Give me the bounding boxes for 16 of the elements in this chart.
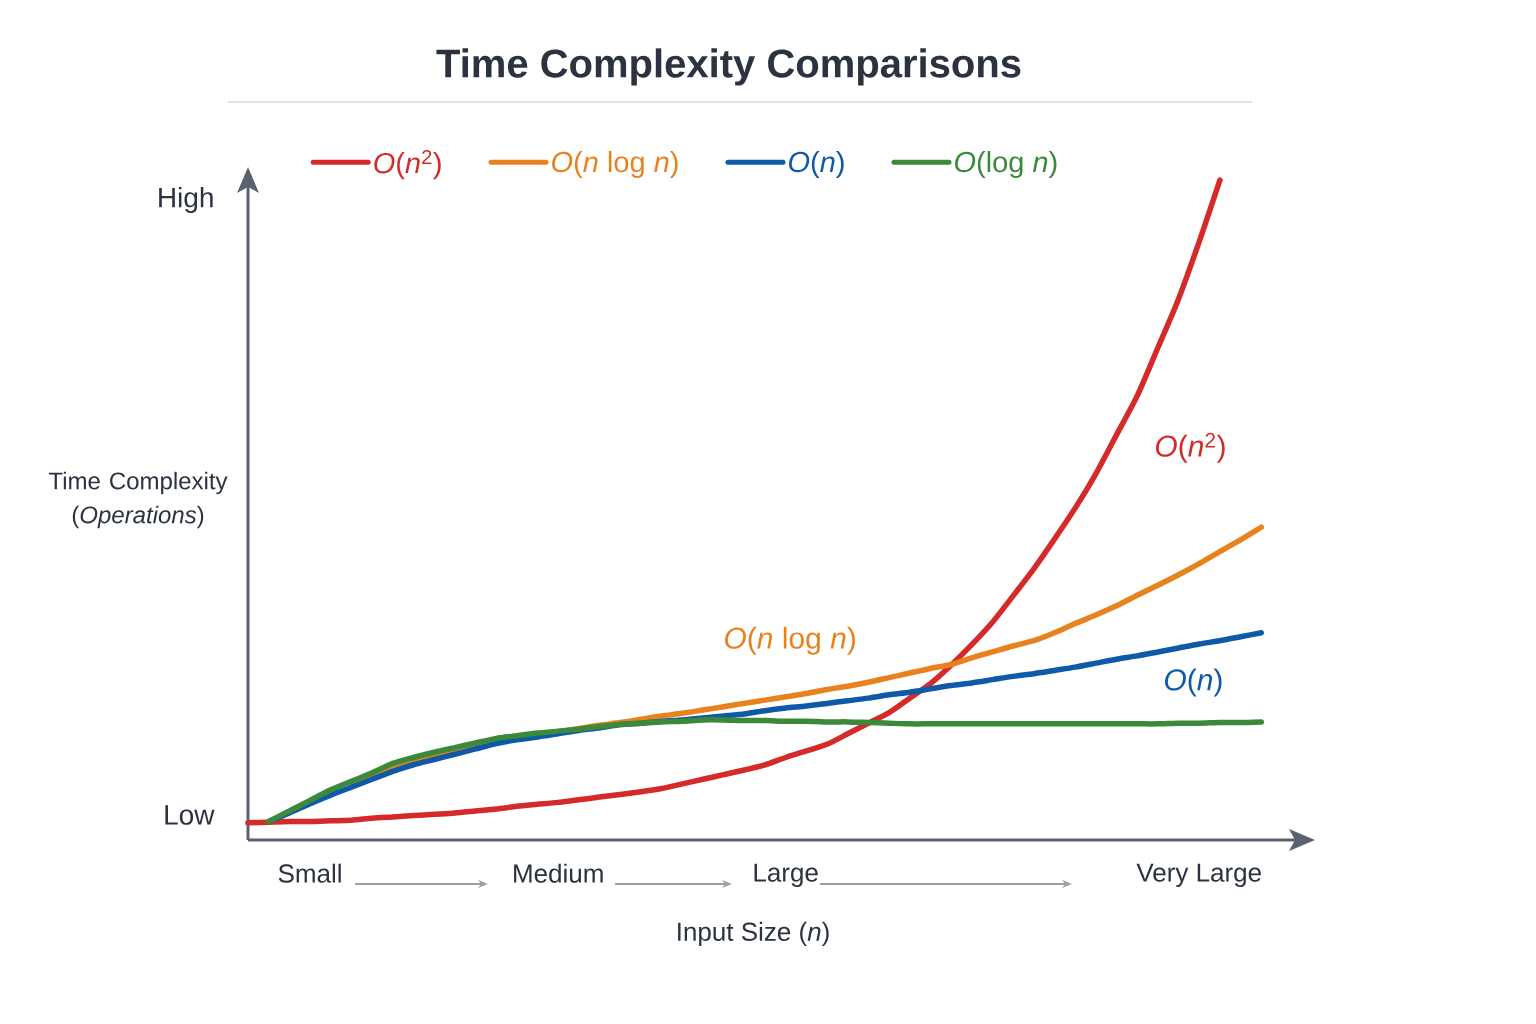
chart-title: Time Complexity Comparisons [436,48,1021,86]
x-axis-title: Input Size (n) [678,921,829,947]
y-axis-title: Time Complexity (Operations) [48,471,228,529]
x-tick-label: Small [278,863,341,883]
text: O(n log n) [725,626,855,655]
x-tick-label: Large [754,863,818,887]
text: O(n) [1165,668,1222,697]
x-tick-label: Very Large [1136,863,1261,887]
legend-label: O(n) [789,151,844,179]
x-tick-label: Medium [514,863,603,883]
text: Low [165,805,215,825]
legend-label: O(n$^{2}$) [374,149,441,180]
legend-label: O(n log n) [552,151,678,179]
text: High [159,186,213,213]
text: O(n$^{2}$) [1156,432,1225,463]
legend-label: O(log n) [955,151,1057,179]
